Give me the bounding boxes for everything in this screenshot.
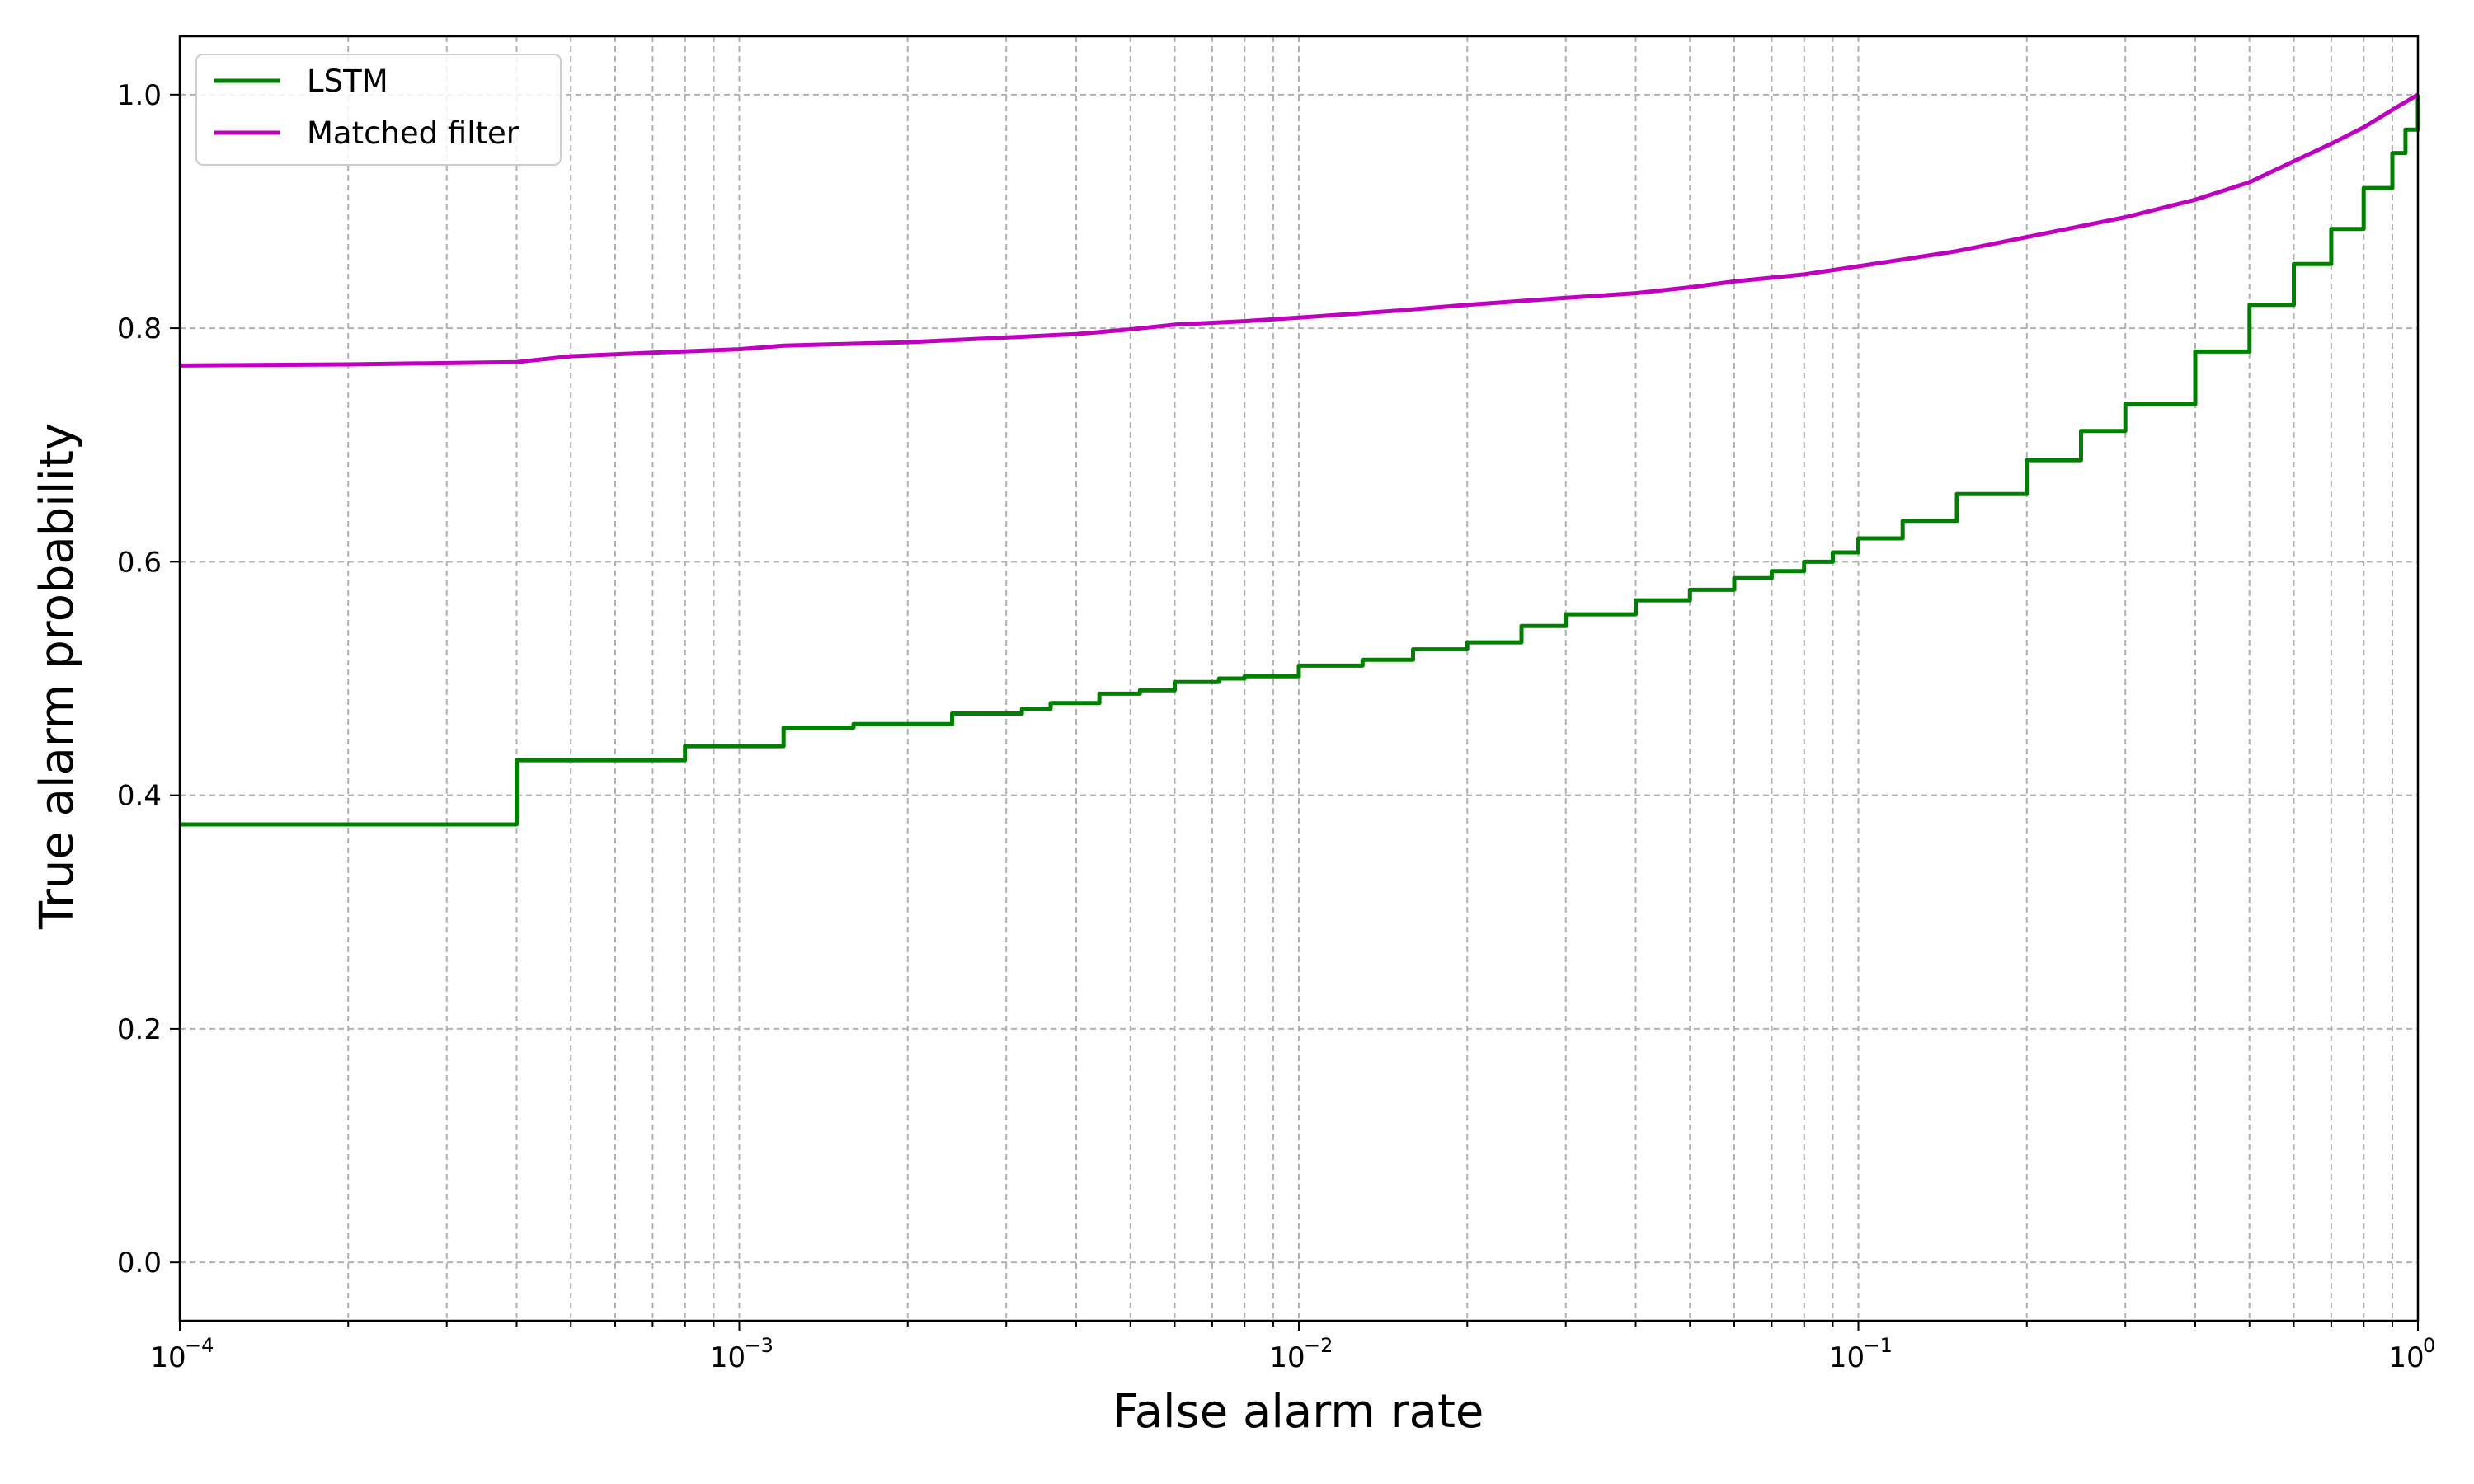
series-line-lstm: [180, 94, 2420, 827]
series-line-matched-filter: [179, 92, 2420, 368]
x-axis-title: False alarm rate: [1112, 1385, 1484, 1439]
legend: LSTM Matched filter: [195, 54, 562, 166]
x-tick-label: 10−4: [150, 1334, 214, 1374]
x-tick-label-base: 10: [1829, 1341, 1865, 1374]
grid: [179, 36, 2419, 1321]
y-tick-label: 0.2: [117, 1013, 162, 1046]
x-tick-label-exponent: −1: [1864, 1334, 1893, 1357]
y-tick-label: 0.6: [117, 546, 162, 579]
x-tick-label-exponent: −3: [745, 1334, 774, 1357]
series-lines: [179, 92, 2420, 827]
x-tick-label-base: 10: [150, 1341, 186, 1374]
axis-ticks: 0.00.20.40.60.81.010−4 10−3 10−2 10−1 100: [117, 79, 2435, 1374]
x-tick-label: 10−2: [1269, 1334, 1333, 1374]
x-tick-label: 10−3: [710, 1334, 774, 1374]
x-tick-label-exponent: −4: [185, 1334, 214, 1357]
x-tick-label-exponent: −2: [1304, 1334, 1333, 1357]
legend-label-lstm: LSTM: [307, 63, 388, 99]
legend-label-matched-filter: Matched filter: [307, 115, 520, 151]
legend-box: [195, 54, 562, 166]
y-tick-label: 0.0: [117, 1247, 162, 1280]
y-axis-title: True alarm probability: [31, 423, 84, 930]
y-tick-label: 1.0: [117, 79, 162, 112]
y-tick-label: 0.4: [117, 780, 162, 813]
x-tick-label-base: 10: [1269, 1341, 1305, 1374]
x-tick-label-base: 10: [2388, 1341, 2424, 1374]
x-tick-label: 10−1: [1829, 1334, 1893, 1374]
x-tick-label: 100: [2388, 1334, 2435, 1374]
x-tick-label-exponent: 0: [2423, 1334, 2435, 1357]
y-tick-label: 0.8: [117, 312, 162, 345]
x-tick-label-base: 10: [710, 1341, 745, 1374]
